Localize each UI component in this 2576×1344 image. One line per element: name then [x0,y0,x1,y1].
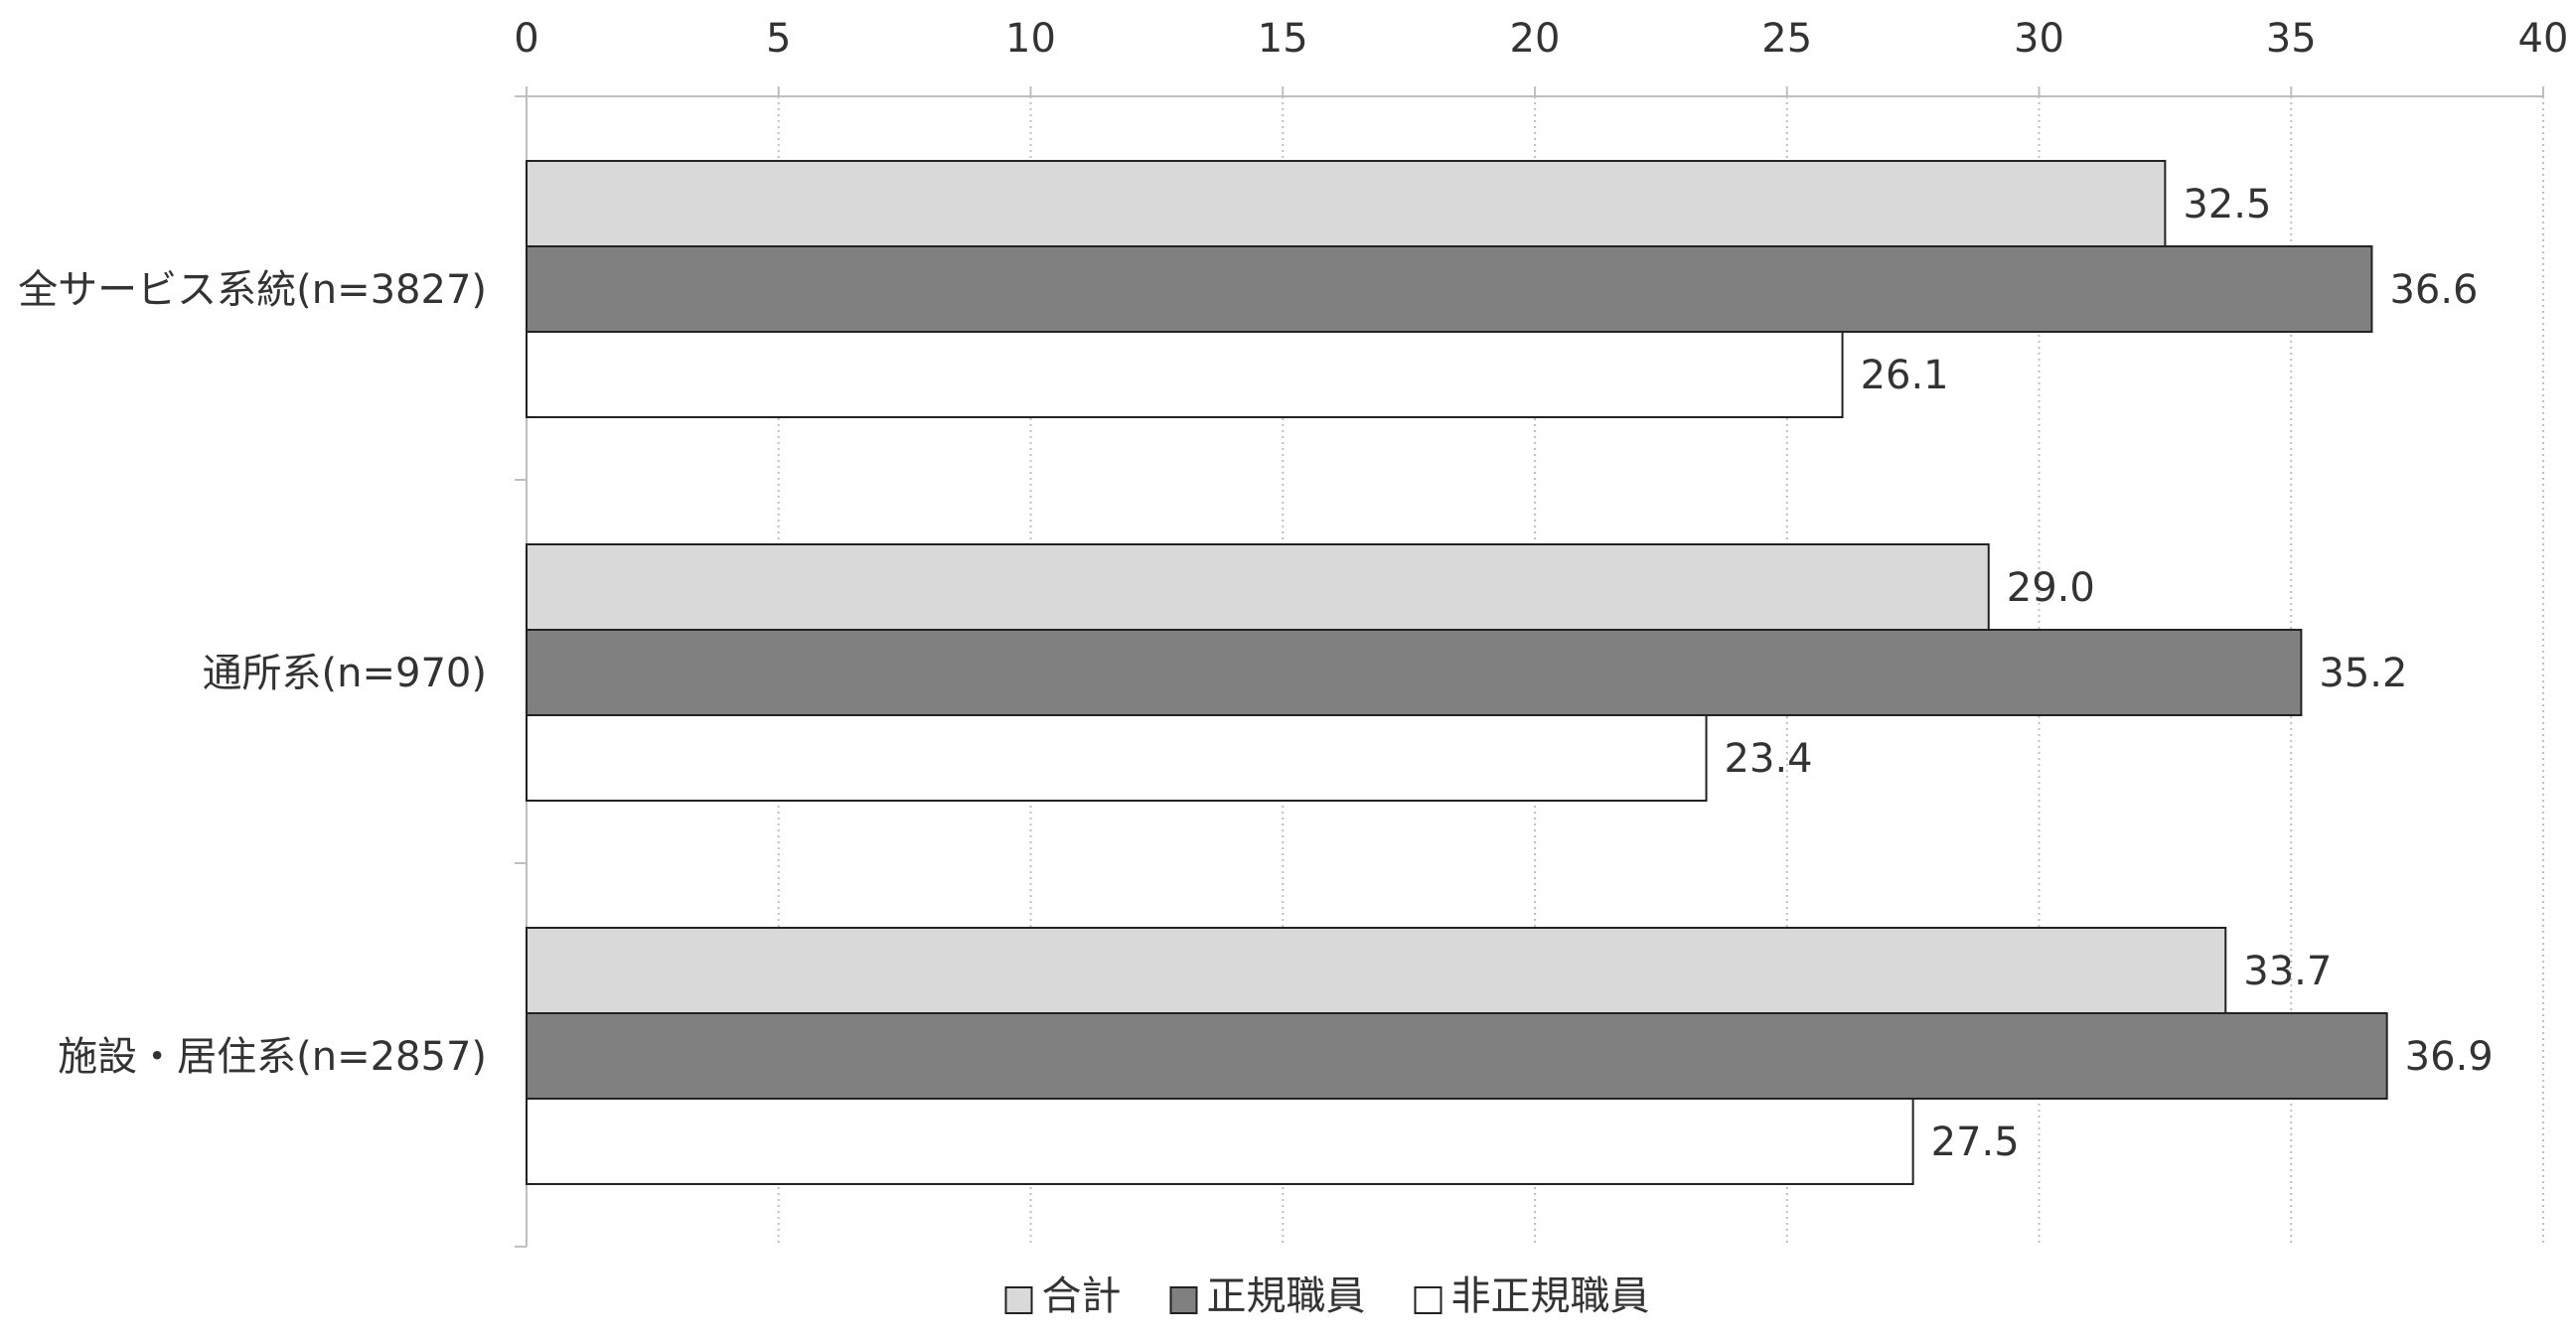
bar [526,927,2227,1014]
legend-label: 非正規職員 [1451,1273,1650,1319]
x-tick-label: 0 [514,16,538,62]
bar-value-label: 29.0 [2007,565,2095,611]
bar-value-label: 36.9 [2405,1034,2494,1080]
legend-swatch [1414,1286,1442,1314]
bar [526,629,2303,716]
bar [526,543,1990,631]
legend-label: 合計 [1042,1273,1122,1319]
legend-swatch [1004,1286,1033,1314]
bar-value-label: 32.5 [2183,182,2271,227]
x-tick-label: 10 [1005,16,1056,62]
value-labels: 32.5 36.6 26.1 29.0 35.2 23.4 33.7 36.9 27.5 [1725,182,2494,1165]
bar [526,1012,2388,1100]
bar-value-label: 35.2 [2319,651,2407,696]
x-tick-label: 30 [2014,16,2064,62]
legend: 合計 正規職員 非正規職員 [1004,1273,1650,1319]
category-label: 通所系(n=970) [203,651,487,696]
bar [526,160,2167,247]
bar [526,331,1844,418]
category-label: 施設・居住系(n=2857) [58,1034,487,1080]
legend-label: 正規職員 [1207,1273,1366,1319]
bar-value-label: 36.6 [2389,267,2478,313]
category-labels: 全サービス系統(n=3827) 通所系(n=970) 施設・居住系(n=2857) [18,267,487,1080]
bars [526,160,2388,1185]
x-tick-label: 40 [2518,16,2569,62]
bar [526,245,2373,333]
x-tick-label: 5 [766,16,791,62]
bar-value-label: 33.7 [2243,949,2332,994]
x-tick-label: 15 [1258,16,1308,62]
category-label: 全サービス系統(n=3827) [18,267,487,313]
bar-value-label: 27.5 [1931,1120,2020,1165]
legend-swatch [1169,1286,1198,1314]
x-tick-label: 20 [1510,16,1561,62]
bar-value-label: 26.1 [1861,353,1949,398]
bar-value-label: 23.4 [1725,736,1813,782]
x-tick-label: 25 [1761,16,1812,62]
bar [526,714,1708,802]
x-tick-label: 35 [2266,16,2317,62]
bar [526,1098,1914,1185]
